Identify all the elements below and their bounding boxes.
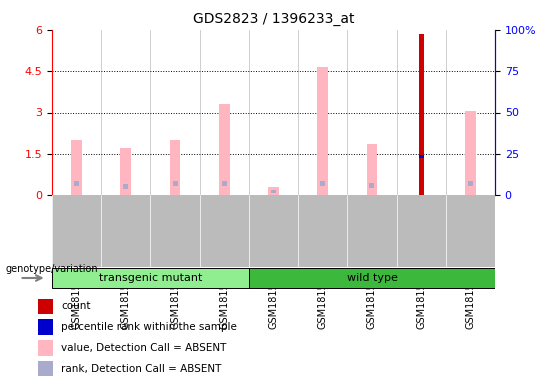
Bar (320, 181, 325, 186)
Bar (271, 190, 276, 192)
Bar (249, 268, 495, 288)
Bar (71, 140, 82, 195)
Text: rank, Detection Call = ABSENT: rank, Detection Call = ABSENT (61, 364, 221, 374)
Bar (74, 181, 79, 186)
Bar (173, 181, 178, 186)
Bar (318, 67, 328, 195)
Bar (369, 183, 374, 187)
Bar (418, 34, 423, 195)
Bar (38, 319, 53, 334)
Bar (38, 361, 53, 376)
Bar (219, 104, 230, 195)
Bar (465, 111, 476, 195)
Bar (123, 184, 129, 189)
Bar (222, 181, 227, 186)
Bar (418, 155, 423, 158)
Text: wild type: wild type (347, 273, 397, 283)
Text: genotype/variation: genotype/variation (5, 264, 98, 274)
Bar (170, 140, 180, 195)
Text: percentile rank within the sample: percentile rank within the sample (61, 322, 237, 332)
Bar (52, 268, 249, 288)
Bar (120, 148, 131, 195)
Text: transgenic mutant: transgenic mutant (99, 273, 202, 283)
Bar (268, 187, 279, 195)
Title: GDS2823 / 1396233_at: GDS2823 / 1396233_at (193, 12, 354, 26)
Text: value, Detection Call = ABSENT: value, Detection Call = ABSENT (61, 343, 226, 353)
Bar (38, 340, 53, 356)
Text: count: count (61, 301, 91, 311)
Bar (468, 181, 473, 186)
Bar (367, 144, 377, 195)
Bar (38, 298, 53, 314)
